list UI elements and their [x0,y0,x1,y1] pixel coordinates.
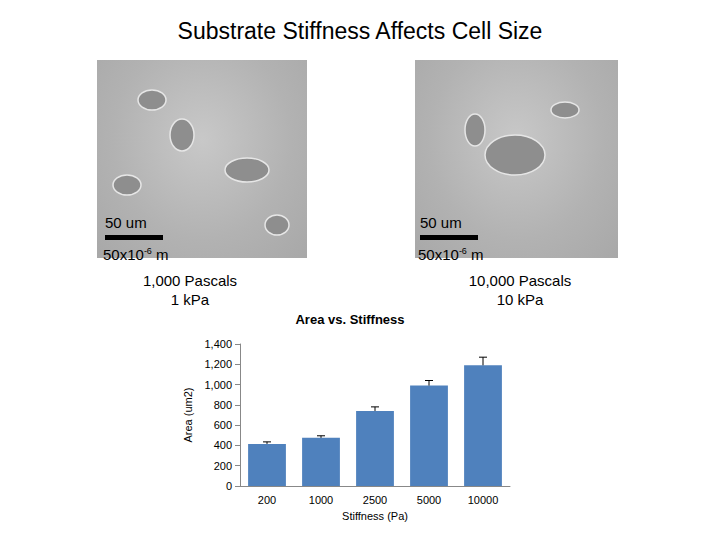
svg-text:1,000: 1,000 [204,379,232,391]
svg-text:200: 200 [258,494,276,506]
svg-text:800: 800 [214,399,232,411]
svg-text:0: 0 [226,480,232,492]
html-text:1,000 Pascals: 1,000 Pascals [142,272,238,289]
svg-text:400: 400 [214,439,232,451]
html-text:50 um: 50 um [420,214,462,231]
html-text:10,000 Pascals: 10,000 Pascals [468,272,572,289]
svg-text:Stiffness (Pa): Stiffness (Pa) [342,510,408,522]
svg-text:1000: 1000 [309,494,333,506]
html-text:50x10-6m: 50x10-6m [103,246,169,263]
svg-text:200: 200 [214,460,232,472]
html-text:Substrate Stiffness Affects Ce: Substrate Stiffness Affects Cell Size [177,18,543,44]
svg-text:1,400: 1,400 [204,338,232,350]
html-text:50x10-6m: 50x10-6m [418,246,484,263]
svg-text:Area vs. Stiffness: Area vs. Stiffness [295,312,404,327]
html-text:10 kPa: 10 kPa [496,291,544,308]
svg-text:10000: 10000 [468,494,499,506]
svg-text:1,200: 1,200 [204,358,232,370]
svg-text:Area (um2): Area (um2) [182,387,194,442]
svg-text:5000: 5000 [417,494,441,506]
html-text:1 kPa: 1 kPa [170,291,210,308]
svg-text:600: 600 [214,419,232,431]
svg-text:2500: 2500 [363,494,387,506]
html-text:50 um: 50 um [105,214,147,231]
